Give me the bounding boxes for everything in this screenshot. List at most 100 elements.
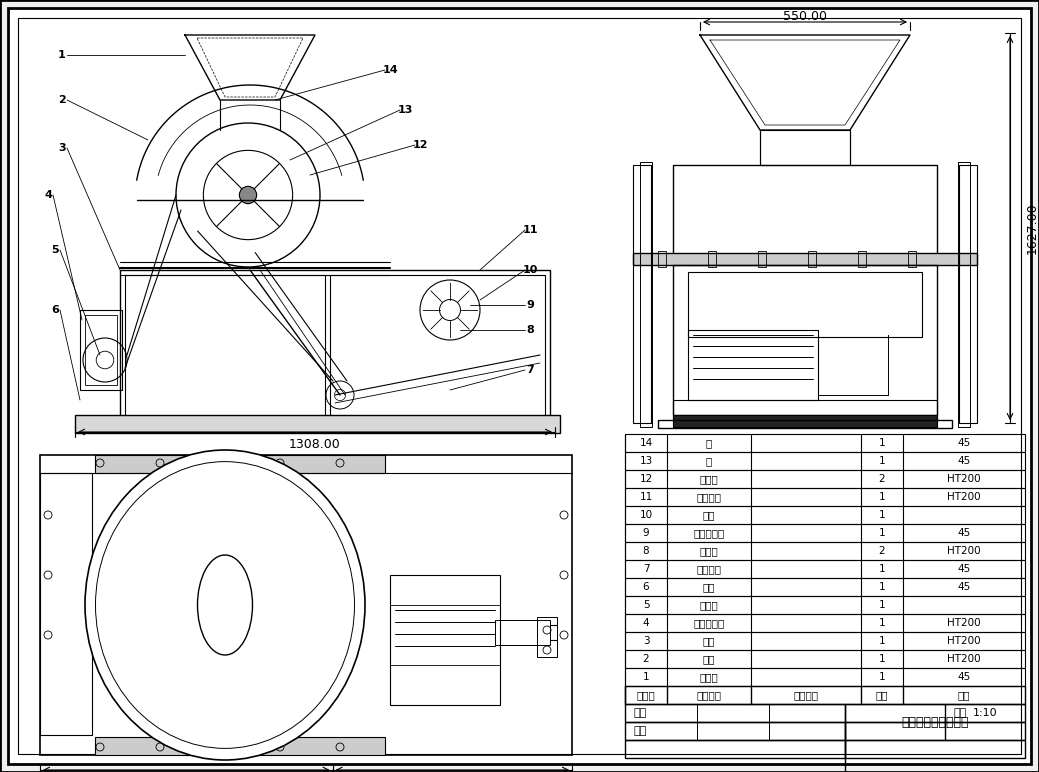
- Text: 筱盖: 筱盖: [702, 654, 715, 664]
- Bar: [640, 162, 652, 427]
- Bar: [959, 165, 977, 423]
- Bar: [119, 270, 550, 425]
- Bar: [625, 542, 1025, 560]
- Bar: [95, 455, 385, 473]
- Text: 1627.00: 1627.00: [1025, 202, 1039, 254]
- Bar: [625, 668, 1025, 686]
- Bar: [625, 506, 1025, 524]
- Bar: [625, 524, 1025, 542]
- Text: 14: 14: [639, 438, 652, 448]
- Bar: [633, 253, 977, 265]
- Bar: [673, 165, 937, 255]
- Text: 4: 4: [643, 618, 649, 628]
- Text: 45: 45: [957, 582, 970, 592]
- Text: 1:10: 1:10: [973, 708, 997, 718]
- Text: 10: 10: [639, 510, 652, 520]
- Text: 键: 键: [705, 438, 712, 448]
- Bar: [625, 686, 1025, 704]
- Bar: [688, 330, 818, 400]
- Text: 1: 1: [879, 618, 885, 628]
- Text: 6: 6: [51, 305, 59, 315]
- Text: 1308.00: 1308.00: [289, 438, 341, 451]
- Bar: [537, 617, 557, 657]
- Bar: [625, 434, 1025, 452]
- Text: 4: 4: [44, 190, 52, 200]
- Bar: [80, 310, 122, 390]
- Text: 8: 8: [526, 325, 534, 335]
- Bar: [625, 578, 1025, 596]
- Text: 零件名称: 零件名称: [696, 690, 721, 700]
- Text: 1: 1: [643, 672, 649, 682]
- Bar: [858, 251, 865, 267]
- Text: 花生壳出口: 花生壳出口: [693, 618, 724, 628]
- Bar: [625, 740, 1025, 758]
- Text: 7: 7: [526, 365, 534, 375]
- Bar: [760, 130, 850, 165]
- Text: 3: 3: [643, 636, 649, 646]
- Text: 2: 2: [643, 654, 649, 664]
- Text: 新型家用花生脱壳机: 新型家用花生脱壳机: [901, 716, 968, 729]
- Text: 1: 1: [879, 636, 885, 646]
- Text: 45: 45: [957, 564, 970, 574]
- Text: HT200: HT200: [948, 654, 981, 664]
- Circle shape: [239, 186, 257, 204]
- Bar: [39, 473, 92, 735]
- Text: 比例: 比例: [953, 708, 966, 718]
- Bar: [673, 400, 937, 425]
- Text: 数量: 数量: [876, 690, 888, 700]
- Bar: [625, 470, 1025, 488]
- Text: 45: 45: [957, 438, 970, 448]
- Text: 1: 1: [879, 564, 885, 574]
- Bar: [85, 315, 117, 385]
- Text: 14: 14: [382, 65, 398, 75]
- Bar: [39, 455, 572, 755]
- Text: 大带轮: 大带轮: [699, 474, 718, 484]
- Text: 进料斗: 进料斗: [699, 672, 718, 682]
- Ellipse shape: [85, 450, 365, 760]
- Bar: [330, 275, 545, 425]
- Bar: [658, 251, 666, 267]
- Text: 电动机: 电动机: [699, 600, 718, 610]
- Bar: [495, 620, 550, 645]
- Text: 1: 1: [879, 492, 885, 502]
- Text: 筱座: 筱座: [702, 636, 715, 646]
- Text: 1: 1: [879, 672, 885, 682]
- Text: 1: 1: [879, 510, 885, 520]
- Text: 550.00: 550.00: [783, 11, 827, 23]
- Text: 9: 9: [526, 300, 534, 310]
- Text: 小带轮: 小带轮: [699, 546, 718, 556]
- Text: 1: 1: [58, 50, 65, 60]
- Bar: [658, 420, 952, 428]
- Text: 13: 13: [639, 456, 652, 466]
- Bar: [625, 560, 1025, 578]
- Text: 1: 1: [879, 456, 885, 466]
- Bar: [95, 737, 385, 755]
- Text: HT200: HT200: [948, 474, 981, 484]
- Text: 11: 11: [523, 225, 538, 235]
- Text: HT200: HT200: [948, 618, 981, 628]
- Text: 2: 2: [58, 95, 65, 105]
- Bar: [390, 605, 500, 665]
- Bar: [708, 251, 716, 267]
- Bar: [390, 575, 500, 705]
- Bar: [625, 632, 1025, 650]
- Bar: [958, 162, 970, 427]
- Text: 零件代号: 零件代号: [794, 690, 819, 700]
- Bar: [625, 722, 1025, 740]
- Text: 花生壳出口: 花生壳出口: [693, 528, 724, 538]
- Text: 材料: 材料: [958, 690, 970, 700]
- Text: 轴: 轴: [705, 456, 712, 466]
- Text: 2: 2: [879, 546, 885, 556]
- Text: 45: 45: [957, 456, 970, 466]
- Text: 风机: 风机: [702, 510, 715, 520]
- Text: 1: 1: [879, 654, 885, 664]
- Text: 45: 45: [957, 528, 970, 538]
- Ellipse shape: [197, 555, 252, 655]
- Text: 3: 3: [58, 143, 65, 153]
- Text: 1: 1: [879, 582, 885, 592]
- Bar: [625, 704, 1025, 722]
- Bar: [75, 415, 560, 433]
- Bar: [758, 251, 766, 267]
- Bar: [125, 275, 325, 425]
- Text: 5: 5: [51, 245, 59, 255]
